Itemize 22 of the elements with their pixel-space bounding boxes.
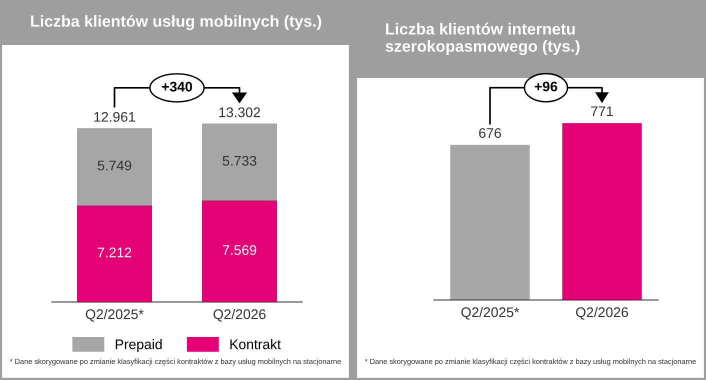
data-label: 5.749	[98, 160, 132, 170]
data-label: 676	[479, 128, 501, 138]
x-tick-label: Q2/2025*	[86, 308, 144, 322]
x-tick-label: Q2/2026	[576, 306, 628, 320]
x-tick-label: Q2/2026	[214, 308, 266, 322]
bar	[202, 124, 277, 200]
data-label: 5.733	[222, 156, 256, 166]
data-label: 771	[591, 106, 613, 116]
chart-title: Liczba klientów internetu szerokopasmowego (tys.)	[386, 22, 580, 56]
total-label: 12.961	[94, 112, 136, 122]
total-label: 13.302	[219, 107, 260, 118]
x-tick-label: Q2/2025*	[461, 306, 520, 320]
bar	[77, 128, 152, 206]
text: +96	[534, 82, 558, 92]
data-label: 7.212	[98, 248, 132, 258]
data-label: 7.569	[222, 245, 256, 255]
bar	[77, 205, 152, 302]
text: +340	[162, 82, 192, 92]
chart-title: Liczba klientów usług mobilnych (tys.)	[31, 14, 322, 30]
bar	[202, 200, 277, 302]
legend-label: Kontrakt	[230, 339, 281, 350]
legend-label: Prepaid	[116, 339, 162, 352]
